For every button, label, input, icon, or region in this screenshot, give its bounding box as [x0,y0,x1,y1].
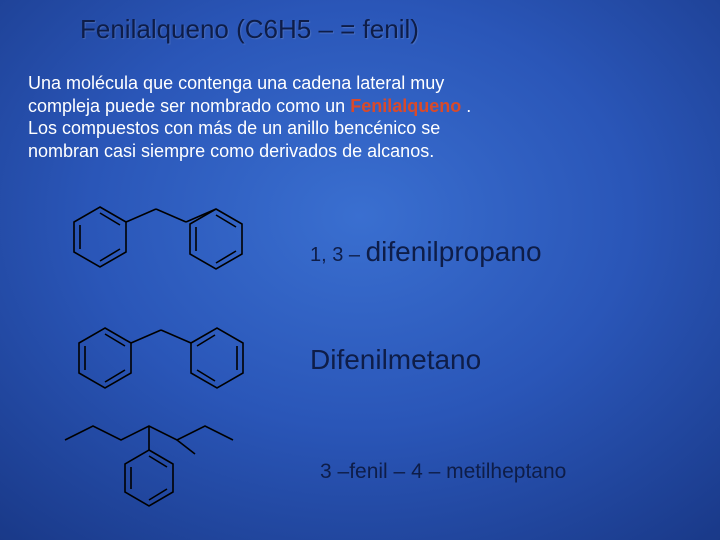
structure-difenilmetano [65,310,285,410]
structure-fenilmetilheptano [55,410,295,535]
label-difenilpropano: 1, 3 – difenilpropano [310,236,542,268]
label-fenilmetilheptano: 3 –fenil – 4 – metilheptano [320,460,566,484]
label-difenilmetano: Difenilmetano [310,344,481,376]
structure-difenilpropano [60,195,300,300]
label1-prefix: 1, 3 – [310,244,366,266]
para-line2a: compleja puede ser nombrado como un [28,96,350,116]
para-line1: Una molécula que contenga una cadena lat… [28,73,444,93]
para-line4: nombran casi siempre como derivados de a… [28,141,434,161]
keyword-fenilalqueno: Fenilalqueno [350,96,461,116]
para-line3: Los compuestos con más de un anillo benc… [28,118,440,138]
para-line2b: . [461,96,471,116]
description-paragraph: Una molécula que contenga una cadena lat… [28,72,680,162]
label1-name: difenilpropano [366,236,542,267]
slide-title: Fenilalqueno (C6H5 – = fenil) [80,14,419,45]
